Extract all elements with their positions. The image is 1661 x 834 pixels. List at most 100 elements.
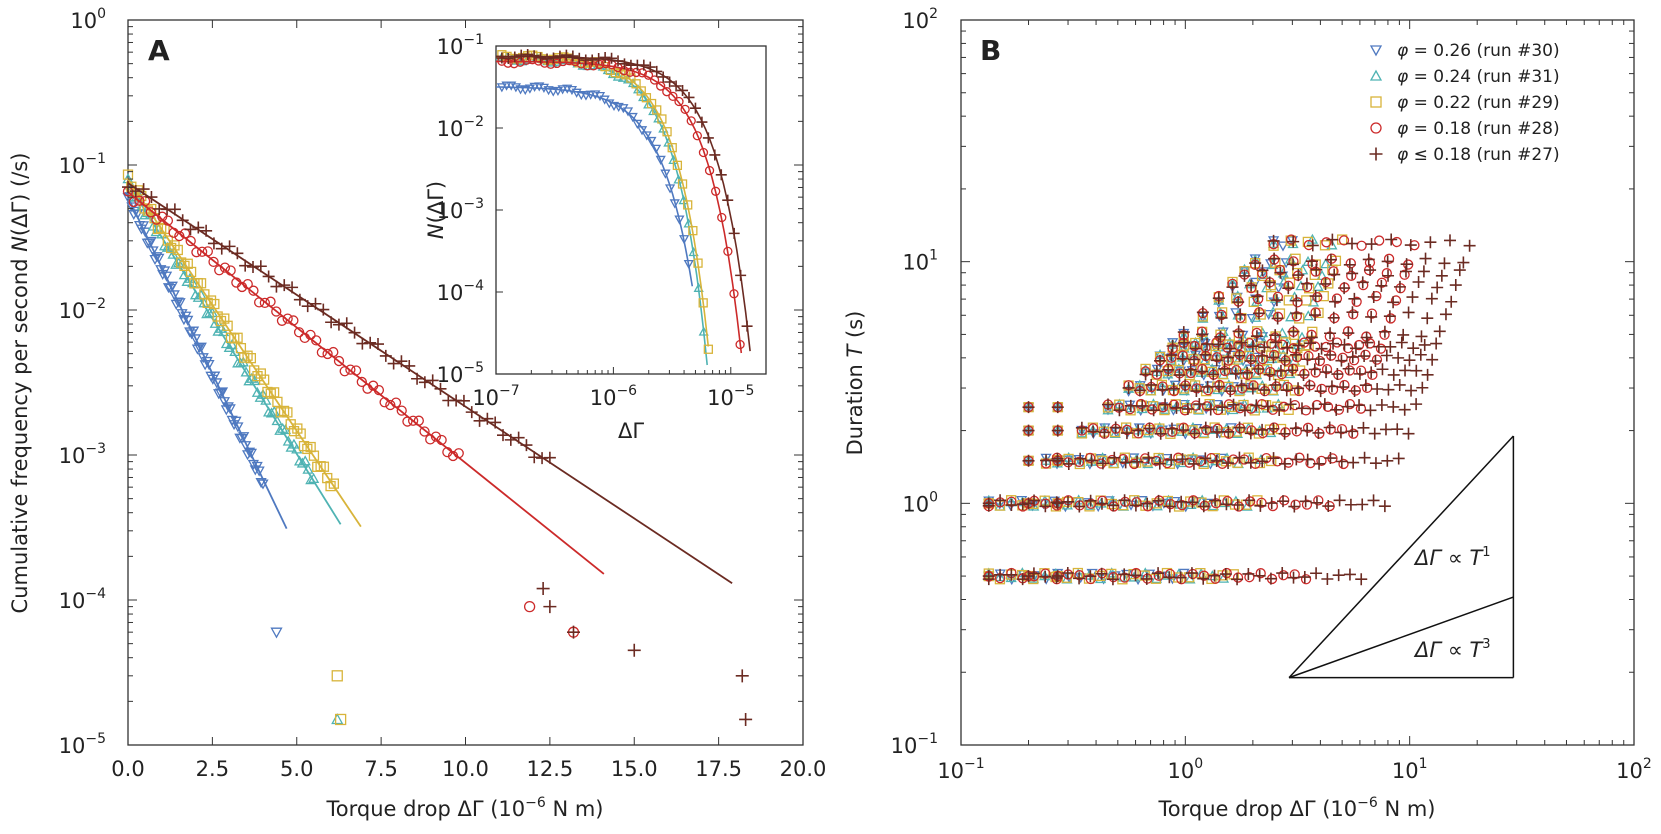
- panel-b-point-run-27: [1371, 382, 1384, 395]
- panel-a-point-run-29: [325, 480, 336, 492]
- panel-b-point-run-27: [1289, 422, 1302, 435]
- panel-a-point-run-30: [216, 387, 229, 398]
- panel-a-point-run-27: [231, 247, 244, 260]
- panel-b-point-run-27: [982, 497, 995, 510]
- panel-b-point-run-27: [1281, 341, 1294, 354]
- panel-b-point-run-27: [1426, 353, 1439, 366]
- legend-label-run-30: φ = 0.26 (run #30): [1397, 41, 1560, 61]
- panel-b-point-run-27: [1406, 291, 1419, 304]
- panel-a-inset: 10−7 10−6 10−5 10−1 10−2 10−3 10−4 10−5 ΔΓ N(ΔΓ…: [424, 32, 767, 443]
- panel-a-point-run-30: [218, 397, 231, 408]
- panel-a-point-run-28: [219, 262, 231, 273]
- panel-a-outlier-run-29: [334, 713, 347, 726]
- panel-b-point-run-28: [1107, 454, 1118, 466]
- panel-a-point-run-27: [403, 359, 416, 372]
- panel-b-point-run-31: [1197, 312, 1209, 323]
- panel-b-point-run-28: [1303, 350, 1314, 362]
- panel-b-point-run-27: [1258, 341, 1271, 354]
- panel-b-point-run-28: [1282, 381, 1293, 393]
- panel-a-point-run-29: [258, 374, 270, 385]
- panel-b-point-run-27: [1415, 330, 1428, 343]
- panel-b-point-run-27: [1118, 494, 1131, 507]
- panel-b-point-run-28: [1233, 501, 1244, 512]
- panel-b-point-run-27: [1227, 398, 1240, 411]
- panel-a-point-run-28: [214, 265, 225, 276]
- panel-b-point-run-27: [1233, 421, 1246, 434]
- panel-b-point-run-27: [1176, 352, 1189, 365]
- panel-a-point-run-27: [395, 355, 408, 368]
- panel-b-point-run-27: [1387, 400, 1400, 413]
- panel-b-point-run-31: [1084, 499, 1096, 510]
- panel-b-point-run-27: [1211, 425, 1224, 438]
- panel-b-point-run-27: [1444, 234, 1456, 247]
- panel-b-point-run-27: [1333, 494, 1346, 507]
- panel-b-point-run-28: [1189, 340, 1200, 352]
- panel-a-outlier-run-27: [735, 669, 749, 683]
- panel-b-point-run-27: [1261, 400, 1274, 413]
- panel-b-point-run-28: [1311, 399, 1323, 411]
- inset-point-run-30: [552, 86, 564, 97]
- panel-b-point-run-27: [1109, 421, 1122, 434]
- panel-b-point-run-27: [1184, 363, 1197, 376]
- panel-a-point-run-29: [222, 320, 233, 331]
- inset-fit-line-run-28: [496, 60, 743, 354]
- panel-b-point-run-28: [1312, 292, 1323, 303]
- panel-b-point-run-27: [1212, 292, 1225, 305]
- panel-b-point-run-27: [1050, 496, 1063, 509]
- panel-b-point-run-27: [1243, 494, 1256, 507]
- inset-point-run-29: [631, 79, 641, 89]
- panel-a-point-run-30: [243, 447, 256, 458]
- panel-a-point-run-28: [430, 431, 442, 442]
- panel-b-point-run-28: [1188, 495, 1199, 506]
- panel-a-point-run-29: [179, 260, 190, 271]
- panel-b-point-run-27: [1129, 569, 1142, 582]
- panel-b-point-run-28: [1322, 401, 1334, 412]
- panel-b-point-run-28: [1325, 424, 1336, 435]
- inset-point-run-29: [693, 258, 703, 268]
- panel-a-point-run-30: [236, 433, 248, 445]
- panel-b-point-run-28: [1316, 455, 1327, 467]
- panel-a-point-run-27: [223, 240, 236, 253]
- panel-b-point-run-28: [1232, 572, 1244, 583]
- panel-b-point-run-27: [1349, 342, 1362, 355]
- panel-b-point-run-27: [1414, 348, 1427, 361]
- panel-a-point-run-31: [299, 455, 311, 466]
- panel-b-point-run-27: [1197, 500, 1210, 513]
- panel-b-point-run-28: [1299, 368, 1310, 379]
- panel-b-point-run-27: [1233, 349, 1246, 362]
- panel-b-point-run-28: [1355, 365, 1367, 376]
- panel-b-point-run-27: [1175, 495, 1188, 508]
- panel-a-point-run-28: [293, 327, 305, 338]
- panel-a-point-run-29: [249, 365, 260, 376]
- panel-a-point-run-30: [238, 432, 250, 443]
- panel-a-letter: A: [148, 34, 170, 67]
- panel-b-point-run-27: [1238, 404, 1251, 417]
- inset-point-run-30: [650, 144, 662, 154]
- panel-a-outlier-run-27: [739, 712, 753, 726]
- panel-a-point-run-29: [156, 222, 167, 234]
- panel-b-point-run-27: [1197, 572, 1210, 585]
- panel-b-point-run-27: [1382, 269, 1395, 282]
- panel-b-point-run-27: [1269, 329, 1282, 342]
- panel-b-x-axis-label: Torque drop ΔΓ (10−6 N m): [1158, 795, 1436, 821]
- panel-b-point-run-27: [1231, 498, 1244, 511]
- inset-point-run-27: [573, 52, 585, 64]
- panel-a-point-run-31: [223, 341, 235, 352]
- panel-a-point-run-27: [489, 416, 502, 429]
- inset-point-run-29: [662, 127, 672, 137]
- panel-b-point-run-27: [1324, 348, 1337, 361]
- panel-a-point-run-30: [139, 227, 151, 238]
- inset-y-tick-label: 10−5: [437, 360, 484, 387]
- panel-b-point-run-27: [1256, 423, 1269, 436]
- panel-b-point-run-28: [1361, 382, 1373, 394]
- panel-b-point-run-28: [1321, 364, 1333, 375]
- panel-b-point-run-31: [1223, 379, 1235, 390]
- panel-b-point-run-27: [1327, 311, 1340, 324]
- inset-point-run-27: [644, 61, 656, 73]
- panel-b-point-run-27: [1119, 456, 1132, 469]
- panel-b-point-run-27: [1252, 307, 1265, 320]
- panel-b-point-run-27: [1391, 423, 1404, 436]
- panel-b-point-run-27: [1287, 325, 1300, 338]
- panel-b-point-run-27: [1449, 279, 1462, 292]
- panel-b-y-tick-label: 100: [902, 489, 938, 516]
